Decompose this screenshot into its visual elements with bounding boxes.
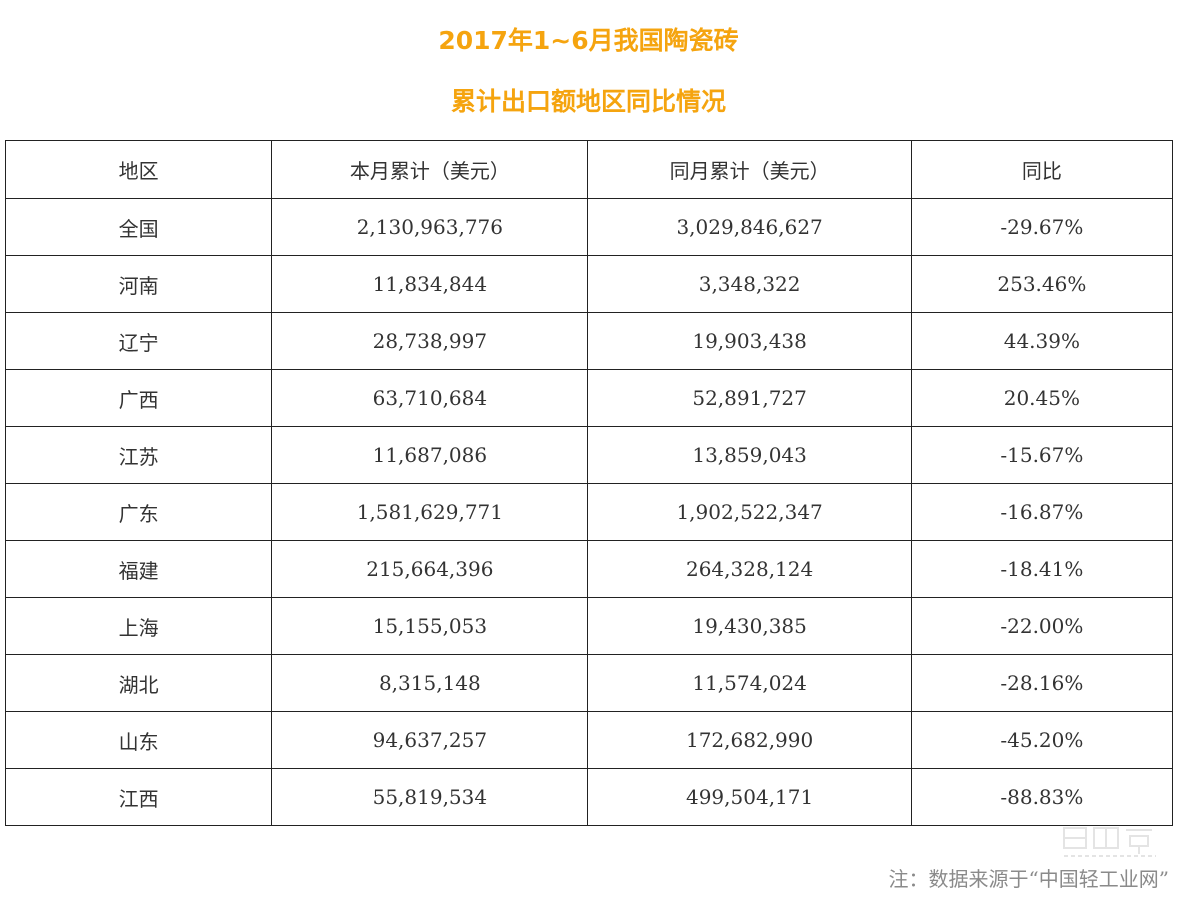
header-region: 地区 [4,140,273,199]
cell-current: 63,710,684 [271,369,589,427]
cell-yoy: -28.16% [910,654,1174,712]
cell-yoy: -45.20% [910,711,1174,769]
cell-current: 215,664,396 [271,540,589,598]
watermark-logo [1063,827,1156,857]
cell-region: 河南 [4,255,273,313]
table-row: 福建 215,664,396 264,328,124 -18.41% [4,540,1174,598]
source-note: 注：数据来源于“中国轻工业网” [888,867,1169,891]
table-header-row: 地区 本月累计（美元） 同月累计（美元） 同比 [4,140,1174,199]
cell-region: 福建 [4,540,273,598]
cell-yoy: 253.46% [910,255,1174,313]
cell-previous: 264,328,124 [587,540,912,598]
cell-region: 江西 [4,768,273,826]
table-row: 全国 2,130,963,776 3,029,846,627 -29.67% [4,198,1174,256]
title-line-2: 累计出口额地区同比情况 [450,87,726,116]
cell-yoy: -15.67% [910,426,1174,484]
table-row: 湖北 8,315,148 11,574,024 -28.16% [4,654,1174,712]
cell-previous: 11,574,024 [587,654,912,712]
cell-region: 辽宁 [4,312,273,370]
table-row: 山东 94,637,257 172,682,990 -45.20% [4,711,1174,769]
table-row: 河南 11,834,844 3,348,322 253.46% [4,255,1174,313]
cell-previous: 13,859,043 [587,426,912,484]
table-row: 广东 1,581,629,771 1,902,522,347 -16.87% [4,483,1174,541]
cell-current: 8,315,148 [271,654,589,712]
cell-yoy: -16.87% [910,483,1174,541]
table-row: 辽宁 28,738,997 19,903,438 44.39% [4,312,1174,370]
cell-previous: 499,504,171 [587,768,912,826]
header-current-cumulative: 本月累计（美元） [271,140,589,199]
table-row: 上海 15,155,053 19,430,385 -22.00% [4,597,1174,655]
cell-yoy: -22.00% [910,597,1174,655]
cell-current: 11,687,086 [271,426,589,484]
cell-yoy: 20.45% [910,369,1174,427]
cell-previous: 3,348,322 [587,255,912,313]
cell-region: 上海 [4,597,273,655]
cell-previous: 1,902,522,347 [587,483,912,541]
export-table: 地区 本月累计（美元） 同月累计（美元） 同比 全国 2,130,963,776… [4,140,1174,826]
cell-previous: 52,891,727 [587,369,912,427]
cell-current: 55,819,534 [271,768,589,826]
table-row: 江西 55,819,534 499,504,171 -88.83% [4,768,1174,826]
cell-yoy: 44.39% [910,312,1174,370]
cell-yoy: -88.83% [910,768,1174,826]
cell-yoy: -29.67% [910,198,1174,256]
cell-current: 28,738,997 [271,312,589,370]
cell-previous: 19,430,385 [587,597,912,655]
cell-current: 1,581,629,771 [271,483,589,541]
cell-current: 11,834,844 [271,255,589,313]
cell-region: 湖北 [4,654,273,712]
cell-previous: 172,682,990 [587,711,912,769]
cell-yoy: -18.41% [910,540,1174,598]
cell-region: 江苏 [4,426,273,484]
cell-current: 2,130,963,776 [271,198,589,256]
cell-region: 广西 [4,369,273,427]
table-row: 广西 63,710,684 52,891,727 20.45% [4,369,1174,427]
cell-region: 全国 [4,198,273,256]
cell-current: 15,155,053 [271,597,589,655]
cell-previous: 3,029,846,627 [587,198,912,256]
table-row: 江苏 11,687,086 13,859,043 -15.67% [4,426,1174,484]
header-same-period-cumulative: 同月累计（美元） [587,140,912,199]
cell-current: 94,637,257 [271,711,589,769]
title-line-1: 2017年1~6月我国陶瓷砖 [438,26,739,55]
cell-region: 山东 [4,711,273,769]
cell-previous: 19,903,438 [587,312,912,370]
cell-region: 广东 [4,483,273,541]
header-yoy: 同比 [910,140,1174,199]
